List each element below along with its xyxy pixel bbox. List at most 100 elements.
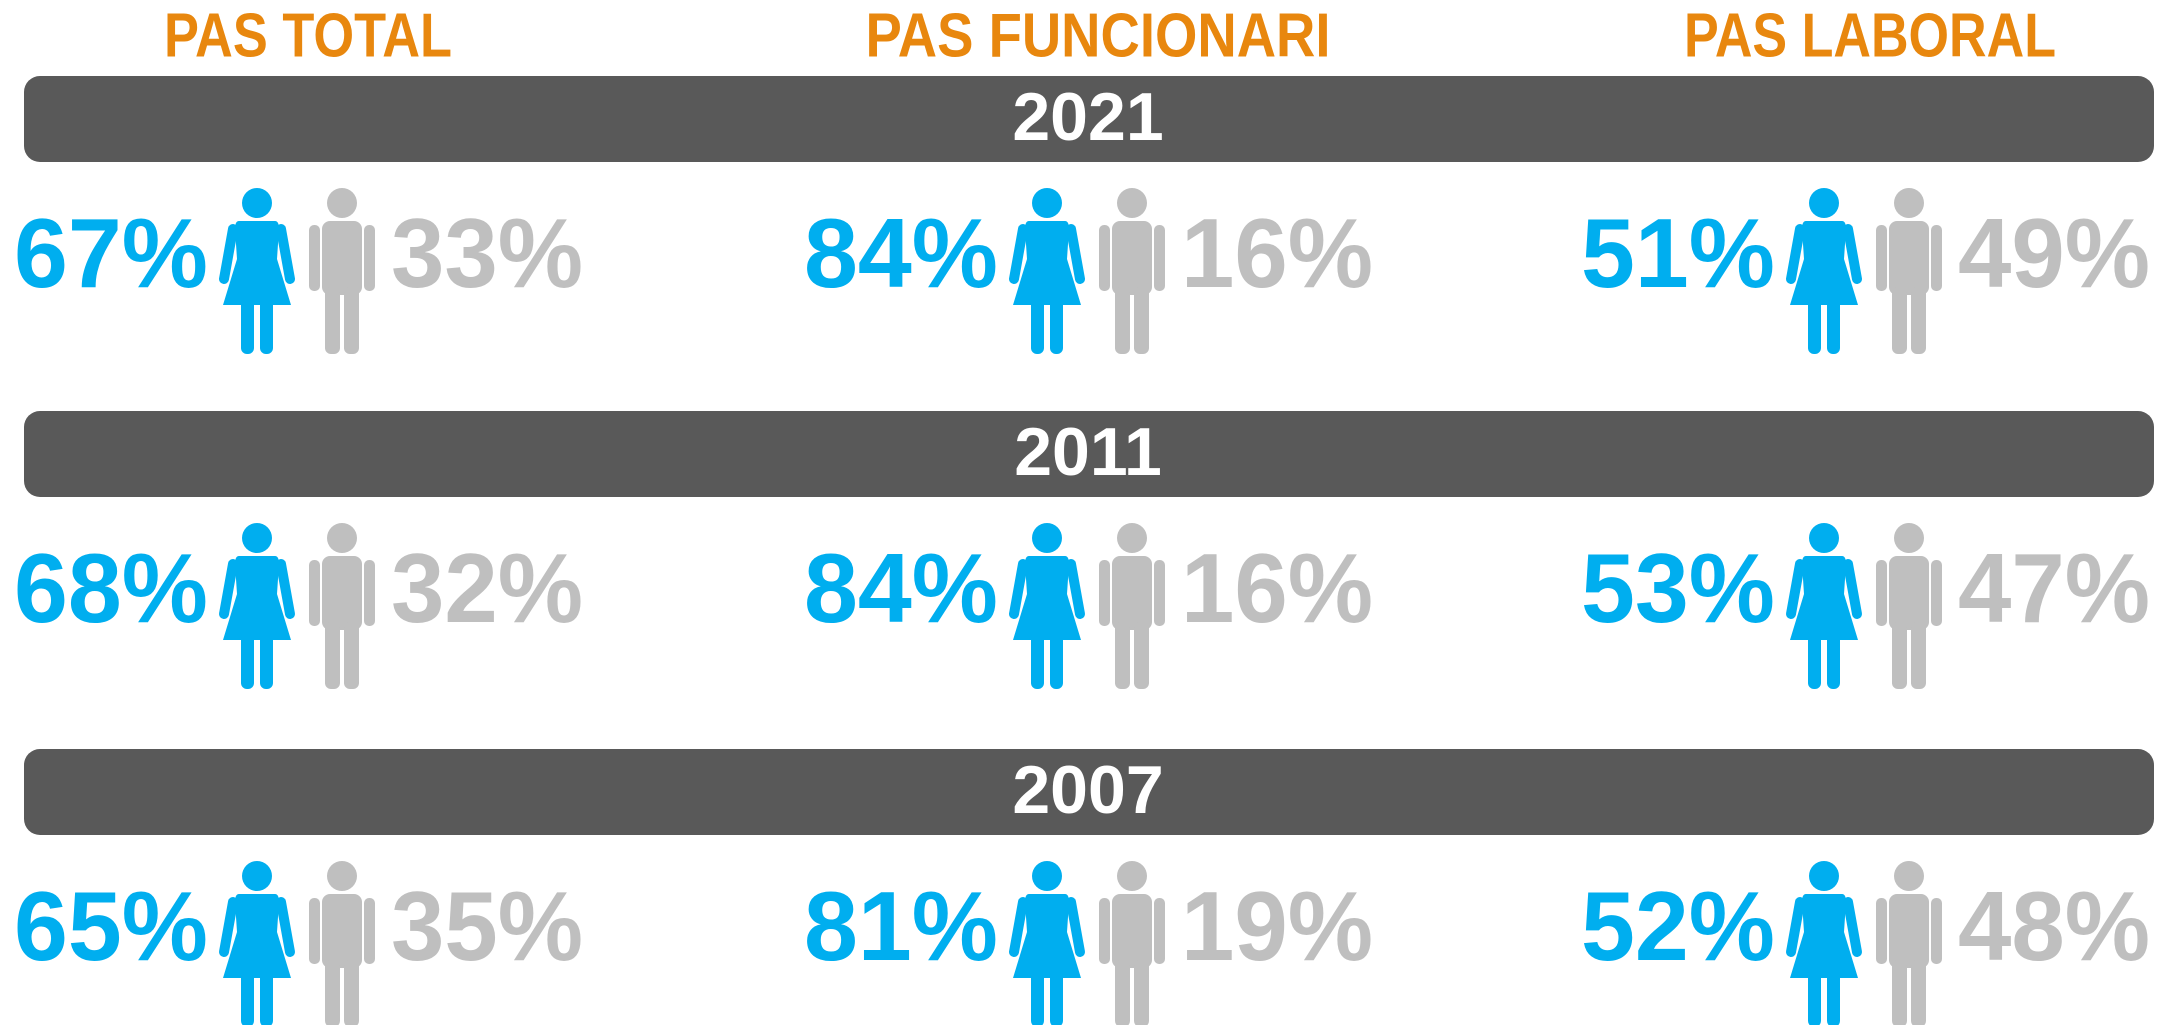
cell: 53% 47% [1581,523,2150,689]
torso [1112,556,1152,630]
leg [1808,297,1821,354]
women-percent: 84% [804,533,998,643]
leg [325,287,340,354]
arm [1931,560,1942,626]
women-percent: 52% [1581,871,1775,981]
man-icon [309,523,375,689]
man-icon [1099,861,1165,1025]
leg [1050,297,1063,354]
leg [344,622,359,689]
arm [1099,225,1110,291]
dress [223,221,291,305]
cell: 51% 49% [1581,188,2150,354]
dress [223,894,291,978]
arm [364,560,375,626]
leg [325,960,340,1025]
head [327,523,357,553]
column-title: PAS TOTAL [164,1,452,70]
arm [1876,225,1887,291]
woman-icon [219,523,295,689]
cell: 84% 16% [804,523,1373,689]
women-percent: 67% [14,198,208,308]
arm [1066,897,1085,957]
man-icon [1099,188,1165,354]
year-bar [24,411,2154,497]
torso [322,221,362,295]
dress [1790,894,1858,978]
leg [1050,970,1063,1025]
man-icon [1876,861,1942,1025]
men-percent: 16% [1181,198,1373,308]
woman-icon [1786,523,1862,689]
woman-icon [1009,523,1085,689]
head [1032,861,1062,891]
arm [1931,898,1942,964]
leg [325,622,340,689]
leg [344,960,359,1025]
torso [322,894,362,968]
head [1032,188,1062,218]
arm [1876,898,1887,964]
arm [1931,225,1942,291]
man-icon [1876,188,1942,354]
arm [276,559,295,619]
woman-icon [1009,188,1085,354]
cell: 65% 35% [14,861,583,1025]
arm [309,225,320,291]
woman-icon [1009,861,1085,1025]
women-percent: 84% [804,198,998,308]
torso [1112,221,1152,295]
leg [1892,622,1907,689]
head [1809,188,1839,218]
leg [241,632,254,689]
woman-icon [219,188,295,354]
arm [1786,224,1805,284]
woman-icon [1786,861,1862,1025]
dress [1790,556,1858,640]
leg [1115,622,1130,689]
torso [1889,556,1929,630]
arm [1099,898,1110,964]
year-label: 2021 [1012,79,1163,155]
year-bar [24,76,2154,162]
leg [1827,297,1840,354]
leg [260,970,273,1025]
leg [1911,622,1926,689]
arm [1786,559,1805,619]
arm [1876,560,1887,626]
arm [309,898,320,964]
men-percent: 19% [1181,871,1373,981]
year-label: 2011 [1014,414,1162,490]
leg [1134,622,1149,689]
arm [1154,898,1165,964]
year-bar [24,749,2154,835]
head [242,861,272,891]
leg [1911,960,1926,1025]
arm [1066,559,1085,619]
arm [276,897,295,957]
leg [1892,287,1907,354]
leg [1031,970,1044,1025]
man-icon [309,861,375,1025]
arm [1009,224,1028,284]
torso [1112,894,1152,968]
dress [1013,221,1081,305]
man-icon [309,188,375,354]
cell: 81% 19% [804,861,1373,1025]
arm [364,225,375,291]
leg [1911,287,1926,354]
leg [1031,632,1044,689]
arm [1154,225,1165,291]
leg [1031,297,1044,354]
leg [241,970,254,1025]
arm [219,897,238,957]
women-percent: 51% [1581,198,1775,308]
arm [364,898,375,964]
women-percent: 53% [1581,533,1775,643]
men-percent: 33% [391,198,583,308]
head [1809,523,1839,553]
cell: 84% 16% [804,188,1373,354]
arm [1843,224,1862,284]
arm [1786,897,1805,957]
